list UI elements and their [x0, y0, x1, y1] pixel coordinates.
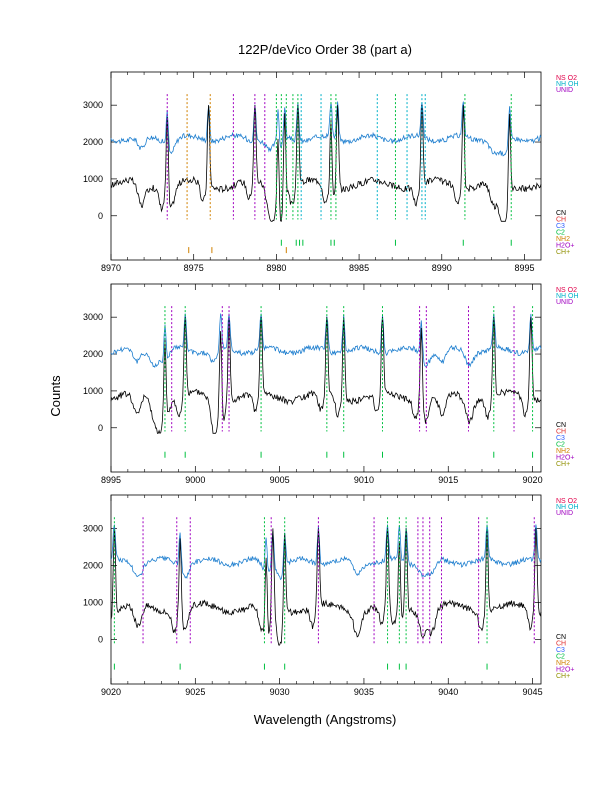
panel-3: 9020 9025 9030 9035 9040 9045 0 1000 2000 3000 NS …	[83, 494, 579, 697]
x-tick-label: 8995	[514, 263, 534, 273]
y-tick-label: 3000	[83, 100, 103, 110]
legend-ch: CH	[556, 217, 566, 224]
legend-ns_o2: NS O2	[556, 498, 577, 505]
legend-c3: C3	[556, 647, 565, 654]
panels: 8970 8975 8980 8985 8990 8995 0 1000 2000 3000 NS …	[83, 71, 579, 697]
x-axis-label: Wavelength (Angstroms)	[254, 712, 397, 727]
legend-h2o_plus: H2O+	[556, 455, 574, 462]
legend-nh_oh: NH OH	[556, 504, 579, 511]
legend-c2: C2	[556, 442, 565, 449]
y-tick-label: 1000	[83, 597, 103, 607]
x-tick-label: 9035	[354, 687, 374, 697]
series-spectrum	[110, 528, 542, 646]
legend-unid: UNID	[556, 510, 573, 517]
legend-ch_plus: CH+	[556, 673, 570, 680]
chart-title: 122P/deVico Order 38 (part a)	[238, 42, 412, 57]
panel-1: 8970 8975 8980 8985 8990 8995 0 1000 2000 3000 NS …	[83, 71, 579, 273]
x-tick-label: 8985	[349, 263, 369, 273]
series-spectrum	[110, 317, 542, 434]
series-model	[110, 313, 542, 368]
legend-h2o_plus: H2O+	[556, 243, 574, 250]
legend-nh2: NH2	[556, 660, 570, 667]
x-tick-label: 8970	[101, 263, 121, 273]
legend-unid: UNID	[556, 87, 573, 94]
y-tick-label: 0	[98, 423, 103, 433]
y-tick-label: 0	[98, 635, 103, 645]
x-tick-label: 9020	[523, 475, 543, 485]
x-tick-label: 9030	[270, 687, 290, 697]
legend-unid: UNID	[556, 299, 573, 306]
y-tick-label: 0	[98, 211, 103, 221]
y-tick-label: 3000	[83, 523, 103, 533]
legend-ch: CH	[556, 641, 566, 648]
legend-cn: CN	[556, 634, 566, 641]
x-tick-label: 9000	[185, 475, 205, 485]
legend-c3: C3	[556, 435, 565, 442]
x-tick-label: 9020	[101, 687, 121, 697]
x-tick-label: 8975	[184, 263, 204, 273]
y-tick-label: 1000	[83, 386, 103, 396]
y-tick-label: 3000	[83, 312, 103, 322]
x-tick-label: 8990	[432, 263, 452, 273]
x-tick-label: 8995	[101, 475, 121, 485]
legend-ns_o2: NS O2	[556, 75, 577, 82]
legend-ch_plus: CH+	[556, 461, 570, 468]
panel-2: 8995 9000 9005 9010 9015 9020 0 1000 2000 3000 NS …	[83, 283, 579, 485]
x-tick-label: 8980	[266, 263, 286, 273]
y-axis-label: Counts	[48, 375, 63, 417]
x-tick-label: 9025	[185, 687, 205, 697]
x-tick-label: 9015	[438, 475, 458, 485]
legend-ch: CH	[556, 429, 566, 436]
x-tick-label: 9045	[523, 687, 543, 697]
x-tick-label: 9005	[270, 475, 290, 485]
legend-nh_oh: NH OH	[556, 81, 579, 88]
y-tick-label: 2000	[83, 560, 103, 570]
x-tick-label: 9010	[354, 475, 374, 485]
legend-h2o_plus: H2O+	[556, 667, 574, 674]
legend-c2: C2	[556, 230, 565, 237]
legend-nh2: NH2	[556, 236, 570, 243]
legend-nh_oh: NH OH	[556, 293, 579, 300]
legend-cn: CN	[556, 210, 566, 217]
legend-c3: C3	[556, 223, 565, 230]
y-tick-label: 1000	[83, 174, 103, 184]
series-model	[110, 524, 542, 581]
y-tick-label: 2000	[83, 349, 103, 359]
legend-ch_plus: CH+	[556, 249, 570, 256]
plot-frame	[110, 71, 542, 261]
series-model	[110, 101, 542, 157]
series-spectrum	[110, 105, 542, 222]
x-tick-label: 9040	[438, 687, 458, 697]
legend-c2: C2	[556, 654, 565, 661]
y-tick-label: 2000	[83, 137, 103, 147]
legend-ns_o2: NS O2	[556, 287, 577, 294]
plot-frame	[110, 494, 542, 685]
plot-frame	[110, 283, 542, 473]
legend-cn: CN	[556, 422, 566, 429]
legend-nh2: NH2	[556, 448, 570, 455]
